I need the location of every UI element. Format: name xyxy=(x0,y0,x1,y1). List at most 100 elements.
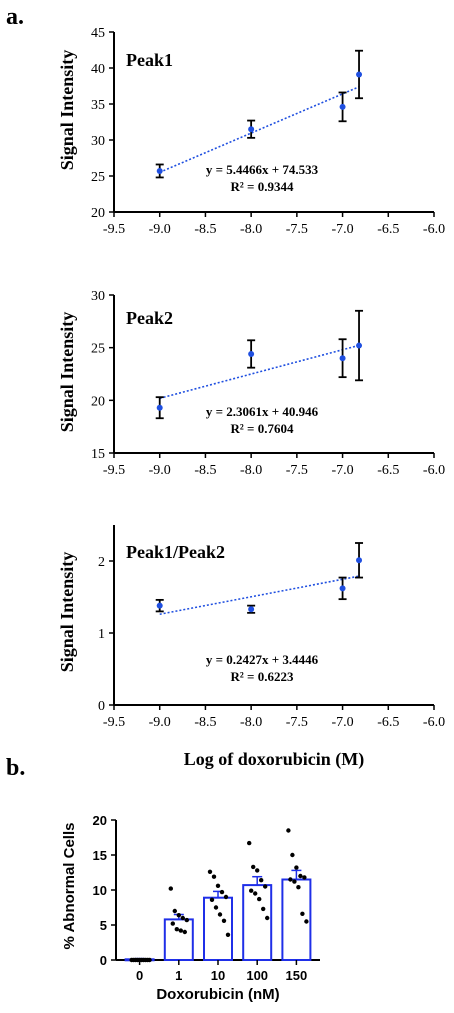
x-tick-label: -6.5 xyxy=(377,715,399,730)
data-point xyxy=(248,350,255,357)
replicate-point xyxy=(247,840,252,846)
x-tick-label: -7.5 xyxy=(286,463,308,478)
y-axis-label: Signal Intensity xyxy=(57,312,77,433)
replicate-point xyxy=(131,957,136,963)
replicate-point xyxy=(143,957,148,963)
r-squared-label: R² = 0.7604 xyxy=(231,421,294,436)
replicate-point xyxy=(180,915,185,921)
x-tick-label: -7.5 xyxy=(286,715,308,730)
x-tick-label: -6.5 xyxy=(377,463,399,478)
y-axis-label: % Abnormal Cells xyxy=(61,823,78,950)
replicate-point xyxy=(170,921,175,926)
x-tick-label: -8.0 xyxy=(240,463,262,478)
replicate-point xyxy=(302,875,307,880)
y-tick-label: 1 xyxy=(98,627,105,642)
y-tick-label: 35 xyxy=(91,98,105,113)
y-tick-label: 40 xyxy=(91,62,105,77)
replicate-point xyxy=(286,828,291,833)
replicate-point xyxy=(288,877,293,882)
replicate-point xyxy=(304,919,309,924)
replicate-point xyxy=(211,874,217,879)
x-tick-label: -9.5 xyxy=(103,715,125,730)
replicate-point xyxy=(213,905,219,910)
replicate-point xyxy=(300,911,305,916)
replicate-point xyxy=(290,852,295,858)
replicate-point xyxy=(215,883,221,888)
replicate-point xyxy=(135,957,140,963)
y-tick-label: 30 xyxy=(91,289,105,304)
replicate-point xyxy=(168,886,173,891)
replicate-point xyxy=(261,906,266,912)
x-tick-label: 10 xyxy=(211,968,225,983)
replicate-point xyxy=(265,915,270,921)
replicate-point xyxy=(292,879,297,884)
chart-title: Peak2 xyxy=(126,308,173,328)
replicate-point xyxy=(182,929,187,935)
x-tick-label: -9.0 xyxy=(149,715,171,730)
y-tick-label: 0 xyxy=(98,699,105,714)
replicate-point xyxy=(219,889,225,895)
x-tick-label: -6.0 xyxy=(423,222,445,237)
bar xyxy=(163,918,194,962)
x-tick-label: -9.5 xyxy=(103,222,125,237)
replicate-point xyxy=(209,897,215,902)
x-axis-label: Doxorubicin (nM) xyxy=(156,986,279,1003)
replicate-point xyxy=(259,878,264,883)
replicate-point xyxy=(176,913,181,918)
x-tick-label: 0 xyxy=(136,968,143,983)
x-tick-label: -7.0 xyxy=(331,715,353,730)
data-point xyxy=(339,103,346,110)
r-squared-label: R² = 0.6223 xyxy=(231,669,294,684)
y-tick-label: 25 xyxy=(91,170,105,185)
x-axis-label: Log of doxorubicin (M) xyxy=(184,749,365,770)
y-axis-label: Signal Intensity xyxy=(57,552,77,673)
data-point xyxy=(248,126,255,133)
replicate-point xyxy=(139,957,144,963)
x-tick-label: -9.0 xyxy=(149,463,171,478)
chart-peak1: 20 25 30 35 40 45 -9.5 -9.0 -8.5 -8.0 -7.5 -7.0 -6.5… xyxy=(57,26,445,237)
x-tick-label: -8.5 xyxy=(194,463,216,478)
trend-line xyxy=(159,344,360,400)
replicate-point xyxy=(294,865,299,870)
data-point xyxy=(156,167,163,174)
replicate-point xyxy=(253,891,258,896)
replicate-point xyxy=(263,884,268,889)
chart-title: Peak1 xyxy=(126,50,173,70)
y-tick-label: 25 xyxy=(91,342,105,357)
replicate-point xyxy=(172,908,177,914)
y-tick-label: 20 xyxy=(91,206,105,221)
replicate-point xyxy=(147,957,152,963)
equation-label: y = 2.3061x + 40.946 xyxy=(206,404,319,419)
replicate-point xyxy=(255,868,260,873)
x-tick-label: -7.0 xyxy=(331,222,353,237)
x-tick-label: -8.5 xyxy=(194,222,216,237)
x-tick-label: -6.0 xyxy=(423,715,445,730)
x-tick-label: -9.0 xyxy=(149,222,171,237)
bar xyxy=(242,884,273,961)
replicate-point xyxy=(184,917,189,923)
data-point xyxy=(156,602,163,609)
x-tick-label: 150 xyxy=(286,968,308,983)
y-tick-label: 15 xyxy=(91,447,105,462)
replicate-point xyxy=(174,927,179,932)
replicate-point xyxy=(217,912,223,917)
y-tick-label: 30 xyxy=(91,134,105,149)
replicate-point xyxy=(296,885,301,890)
trend-line xyxy=(159,86,360,174)
y-tick-label: 10 xyxy=(93,883,107,898)
x-tick-label: -7.5 xyxy=(286,222,308,237)
equation-label: y = 5.4466x + 74.533 xyxy=(206,162,319,177)
chart-abnormal-cells: 0 5 10 15 20 % Abnormal Cells 0 1 10 100 150 Doxoru… xyxy=(61,813,320,1003)
x-tick-label: -8.5 xyxy=(194,715,216,730)
replicate-point xyxy=(249,888,254,893)
y-axis-label: Signal Intensity xyxy=(57,50,77,171)
data-point xyxy=(248,606,255,613)
x-tick-label: -6.5 xyxy=(377,222,399,237)
y-tick-label: 2 xyxy=(98,555,105,570)
replicate-point xyxy=(178,928,183,933)
replicate-point xyxy=(223,894,229,900)
x-tick-label: 100 xyxy=(246,968,268,983)
equation-label: y = 0.2427x + 3.4446 xyxy=(206,652,319,667)
replicate-point xyxy=(251,864,256,870)
chart-title: Peak1/Peak2 xyxy=(126,542,225,562)
